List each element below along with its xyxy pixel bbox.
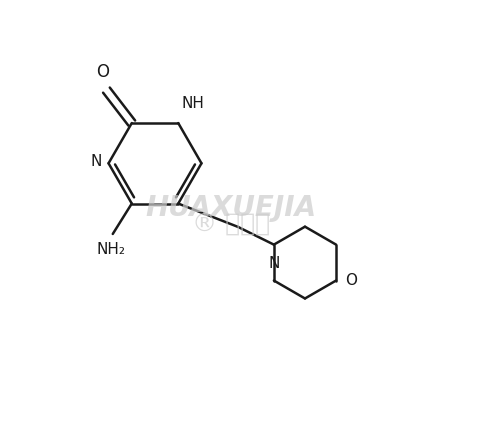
Text: ® 化学加: ® 化学加 [192, 213, 270, 237]
Text: HUAXUEJIA: HUAXUEJIA [146, 193, 317, 222]
Text: O: O [97, 63, 110, 81]
Text: NH₂: NH₂ [96, 241, 125, 256]
Text: NH: NH [182, 96, 205, 111]
Text: N: N [91, 154, 102, 169]
Text: N: N [268, 256, 280, 271]
Text: O: O [345, 273, 357, 288]
